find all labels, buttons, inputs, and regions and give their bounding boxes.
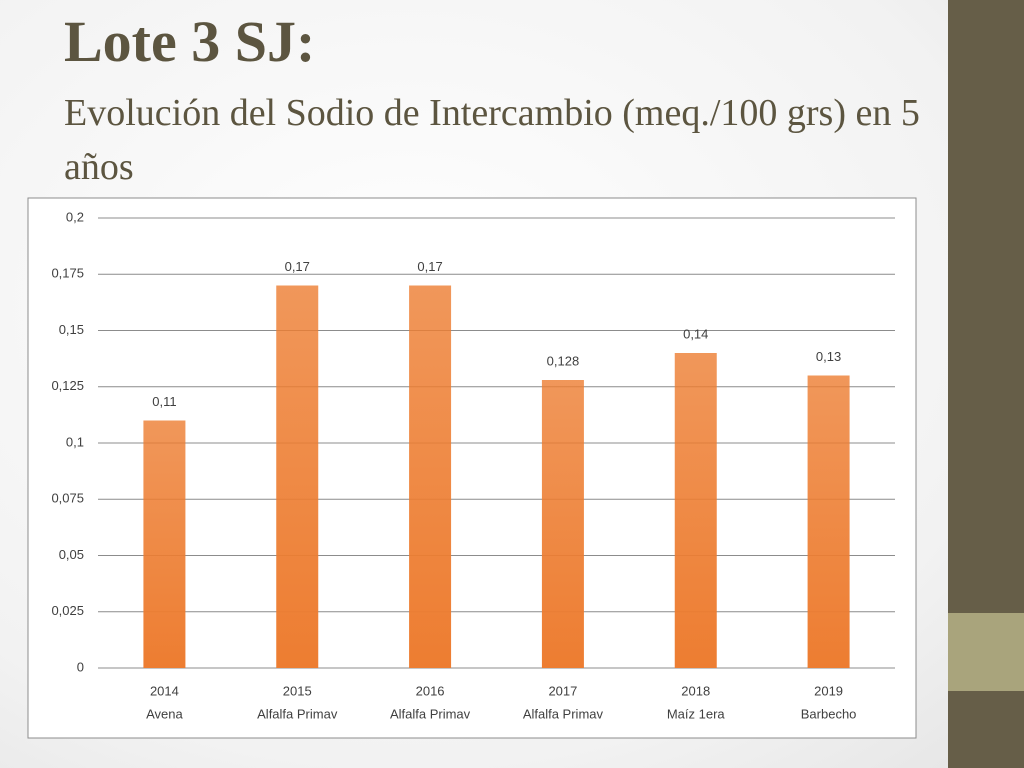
- y-tick-label: 0,025: [51, 603, 84, 618]
- x-tick-label: 2016: [416, 683, 445, 698]
- x-tick-sublabel: Alfalfa Primav: [257, 706, 338, 721]
- y-tick-label: 0,15: [59, 322, 84, 337]
- x-tick-label: 2015: [283, 683, 312, 698]
- bar: [674, 353, 717, 668]
- bar: [276, 285, 319, 668]
- bar: [409, 285, 452, 668]
- chart: 0 0,025 0,05 0,075 0,1 0,125 0,15 0,175 0,2 2014 A…: [27, 197, 917, 739]
- data-label: 0,14: [683, 326, 708, 341]
- y-tick-label: 0,2: [66, 209, 84, 224]
- y-tick-label: 0: [77, 659, 84, 674]
- bar: [541, 380, 584, 668]
- side-accent: [948, 613, 1024, 691]
- y-tick-label: 0,05: [59, 547, 84, 562]
- bar: [807, 375, 850, 668]
- chart-subtitle: Evolución del Sodio de Intercambio (meq.…: [64, 92, 920, 188]
- x-tick-sublabel: Alfalfa Primav: [523, 706, 604, 721]
- y-tick-label: 0,1: [66, 434, 84, 449]
- x-tick-sublabel: Avena: [146, 706, 183, 721]
- data-label: 0,17: [285, 259, 310, 274]
- x-tick-sublabel: Alfalfa Primav: [390, 706, 471, 721]
- bar: [143, 420, 186, 668]
- data-label: 0,13: [816, 349, 841, 364]
- y-tick-label: 0,075: [51, 491, 84, 506]
- y-tick-label: 0,175: [51, 266, 84, 281]
- x-tick-label: 2014: [150, 683, 179, 698]
- y-tick-label: 0,125: [51, 378, 84, 393]
- data-label: 0,17: [417, 259, 442, 274]
- x-tick-label: 2018: [681, 683, 710, 698]
- x-tick-label: 2019: [814, 683, 843, 698]
- data-label: 0,128: [547, 353, 580, 368]
- x-tick-sublabel: Barbecho: [801, 706, 857, 721]
- x-tick-label: 2017: [548, 683, 577, 698]
- x-tick-sublabel: Maíz 1era: [667, 706, 726, 721]
- chart-title: Lote 3 SJ:: [64, 9, 316, 74]
- data-label: 0,11: [152, 394, 176, 409]
